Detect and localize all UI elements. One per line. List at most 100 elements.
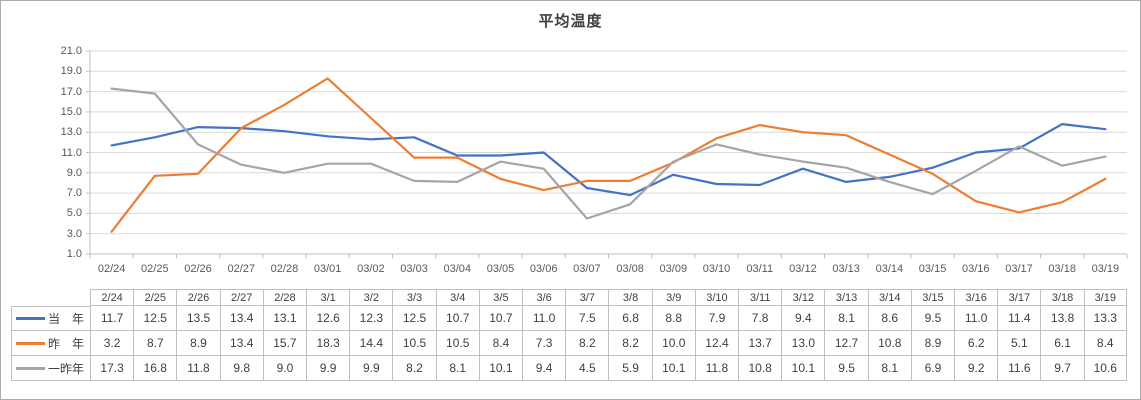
series-line-当 年: [110, 122, 1107, 197]
x-axis-tick-label: 03/03: [400, 263, 428, 275]
y-axis-tick-label: 13.0: [60, 126, 82, 139]
table-value-cell: 13.3: [1083, 306, 1127, 331]
x-axis-tick-label: 03/06: [529, 263, 558, 275]
x-axis-tick-label: 03/05: [486, 263, 515, 275]
x-axis-tick-label: 03/11: [746, 263, 774, 275]
table-value-cell: 10.8: [867, 331, 911, 356]
table-value-cell: 15.7: [262, 331, 307, 356]
table-value-cell: 12.4: [694, 331, 739, 356]
table-value-cell: 8.4: [1083, 331, 1127, 356]
legend-series-label: 当 年: [48, 312, 85, 326]
y-axis-tick-label: 5.0: [66, 207, 82, 220]
table-value-cell: 13.4: [219, 331, 263, 356]
table-value-cell: 11.7: [90, 306, 134, 331]
table-value-cell: 11.8: [176, 356, 220, 381]
table-value-cell: 8.2: [392, 356, 436, 381]
table-column-header: 3/19: [1083, 289, 1127, 306]
table-value-cell: 5.9: [608, 356, 652, 381]
table-column-header: 3/5: [478, 289, 523, 306]
table-value-cell: 10.1: [651, 356, 695, 381]
table-value-cell: 6.1: [1040, 331, 1084, 356]
y-axis-tick-label: 7.0: [66, 187, 82, 200]
table-column-header: 3/6: [522, 289, 566, 306]
table-value-cell: 12.5: [392, 306, 436, 331]
y-axis-tick-label: 17.0: [60, 85, 82, 98]
table-value-cell: 10.5: [435, 331, 479, 356]
x-axis-tick-label: 03/17: [1005, 263, 1033, 275]
table-value-cell: 6.8: [608, 306, 652, 331]
table-value-cell: 9.0: [262, 356, 307, 381]
table-column-header: 2/26: [176, 289, 220, 306]
table-value-cell: 8.7: [133, 331, 177, 356]
x-axis-tick-label: 02/27: [227, 263, 255, 275]
table-column-header: 3/12: [781, 289, 825, 306]
table-value-cell: 11.0: [522, 306, 566, 331]
x-axis-tick-label: 03/16: [961, 263, 990, 275]
table-column-header: 2/25: [133, 289, 177, 306]
table-value-cell: 13.1: [262, 306, 307, 331]
table-value-cell: 11.8: [694, 356, 739, 381]
table-value-cell: 12.3: [349, 306, 393, 331]
legend-line-icon: [16, 341, 45, 345]
table-corner-blank: [11, 289, 90, 306]
data-table: 2/24 2/25 2/26 2/27 2/28 3/1 3/2 3/3 3/4 3/5 3/6 3/…: [11, 289, 1127, 381]
table-value-cell: 9.9: [306, 356, 350, 381]
x-axis-tick-label: 03/04: [443, 263, 472, 275]
table-value-cell: 3.2: [90, 331, 134, 356]
legend-line-icon: [16, 366, 45, 370]
x-axis-tick-label: 03/08: [616, 263, 644, 275]
table-value-cell: 6.2: [954, 331, 998, 356]
table-column-header: 3/1: [306, 289, 350, 306]
x-axis-tick-label: 03/07: [573, 263, 601, 275]
table-value-cell: 10.5: [392, 331, 436, 356]
table-value-cell: 17.3: [90, 356, 134, 381]
table-value-cell: 8.8: [651, 306, 695, 331]
table-value-cell: 13.7: [738, 331, 782, 356]
x-axis-tick-label: 03/19: [1091, 263, 1120, 275]
x-axis-tick-label: 02/25: [141, 263, 169, 275]
legend-line-icon: [16, 317, 45, 320]
table-value-cell: 8.9: [910, 331, 955, 356]
table-value-cell: 12.7: [824, 331, 868, 356]
table-value-cell: 7.5: [565, 306, 609, 331]
x-axis-tick-label: 03/09: [659, 263, 688, 275]
table-column-header: 3/11: [738, 289, 782, 306]
table-column-header: 3/13: [824, 289, 868, 306]
table-column-header: 3/16: [954, 289, 998, 306]
x-axis-tick-label: 03/15: [918, 263, 947, 275]
table-value-cell: 12.6: [306, 306, 350, 331]
table-value-cell: 8.6: [867, 306, 911, 331]
legend-cell: 昨 年: [11, 331, 90, 356]
table-value-cell: 18.3: [306, 331, 350, 356]
table-value-cell: 10.1: [781, 356, 825, 381]
x-axis-tick-label: 03/01: [313, 263, 342, 275]
table-value-cell: 8.1: [435, 356, 479, 381]
table-value-cell: 13.0: [781, 331, 825, 356]
y-axis-tick-label: 11.0: [61, 146, 82, 159]
table-value-cell: 9.7: [1040, 356, 1084, 381]
table-value-cell: 8.1: [824, 306, 868, 331]
table-column-header: 3/7: [565, 289, 609, 306]
table-value-cell: 9.4: [522, 356, 566, 381]
table-value-cell: 9.2: [954, 356, 998, 381]
x-axis-tick-label: 03/02: [357, 263, 385, 275]
x-axis-tick-label: 03/10: [702, 263, 731, 275]
x-axis-tick-label: 03/14: [875, 263, 904, 275]
y-axis-tick-label: 9.0: [66, 166, 82, 179]
y-axis-tick-label: 15.0: [60, 105, 82, 118]
table-value-cell: 9.8: [219, 356, 263, 381]
series-line-昨 年: [110, 77, 1107, 233]
series-line-一昨年: [110, 87, 1107, 220]
table-value-cell: 13.5: [176, 306, 220, 331]
table-column-header: 3/2: [349, 289, 393, 306]
table-value-cell: 10.0: [651, 331, 695, 356]
table-column-header: 3/18: [1040, 289, 1084, 306]
table-value-cell: 9.4: [781, 306, 825, 331]
x-axis-tick-label: 03/18: [1048, 263, 1076, 275]
table-value-cell: 14.4: [349, 331, 393, 356]
x-axis-tick-label: 03/12: [789, 263, 817, 275]
x-axis-tick-label: 02/26: [184, 263, 212, 275]
y-axis-tick-label: 21.0: [60, 45, 82, 57]
table-value-cell: 10.6: [1083, 356, 1127, 381]
table-value-cell: 10.1: [478, 356, 523, 381]
